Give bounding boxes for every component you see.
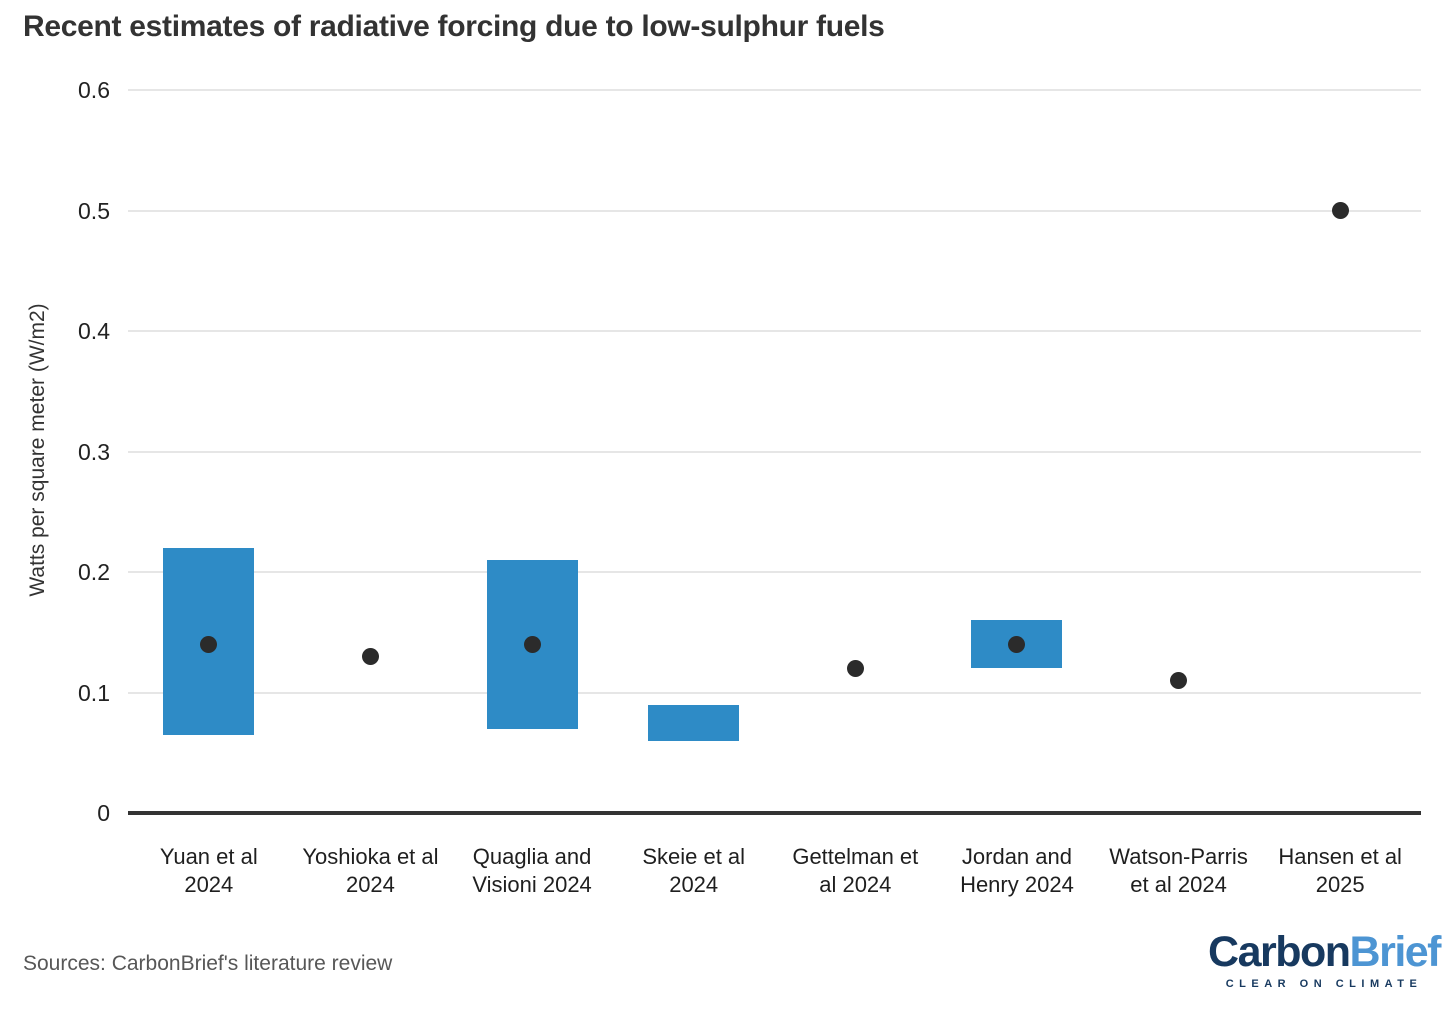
central-estimate-dot — [200, 635, 218, 653]
y-tick-label: 0.2 — [78, 559, 110, 585]
x-category-label: Watson-Parris et al 2024 — [1098, 843, 1260, 899]
range-bar — [648, 704, 740, 741]
y-tick-label: 0.6 — [78, 77, 110, 103]
x-category-label: Hansen et al 2025 — [1259, 843, 1421, 899]
y-tick-label: 0.3 — [78, 438, 110, 465]
carbonbrief-wordmark: CarbonBrief — [1208, 928, 1442, 976]
x-category-label-line: Yoshioka et al — [302, 844, 439, 869]
central-estimate-dot — [846, 659, 864, 677]
logo-tagline: CLEAR ON CLIMATE — [1225, 978, 1423, 990]
source-note: Sources: CarbonBrief's literature review — [23, 952, 393, 975]
central-estimate-dot — [1170, 671, 1188, 689]
x-category-label: Gettelman et al 2024 — [775, 843, 937, 899]
x-category-label-line: 2025 — [1315, 872, 1365, 897]
y-gridline — [128, 89, 1421, 91]
carbonbrief-logo: CarbonBrief CLEAR ON CLIMATE — [1208, 928, 1442, 990]
y-tick-label: 0 — [97, 800, 110, 826]
y-gridline — [128, 209, 1421, 212]
x-category-label: Yoshioka et al 2024 — [290, 843, 452, 899]
x-category-label-line: Yuan et al — [159, 844, 258, 869]
chart-title: Recent estimates of radiative forcing du… — [23, 10, 885, 43]
x-category-label-line: 2024 — [669, 872, 719, 897]
x-category-label-line: Jordan and — [961, 844, 1072, 869]
x-category-label: Quaglia and Visioni 2024 — [451, 843, 613, 899]
central-estimate-dot — [1008, 635, 1026, 653]
x-category-label-line: Quaglia and — [472, 844, 592, 869]
y-tick-label: 0.5 — [78, 197, 110, 224]
x-category-label-line: 2024 — [184, 872, 234, 897]
x-category-label-line: al 2024 — [819, 872, 892, 897]
x-category-label-line: et al 2024 — [1130, 872, 1227, 897]
x-category-label-line: 2024 — [345, 872, 395, 897]
logo-brief-text: Brief — [1349, 928, 1442, 976]
logo-carbon-text: Carbon — [1208, 928, 1351, 976]
x-category-label: Jordan and Henry 2024 — [936, 843, 1098, 899]
y-gridline — [128, 691, 1421, 694]
y-tick-label: 0.1 — [78, 679, 110, 706]
x-category-label-line: Watson-Parris — [1109, 844, 1248, 869]
central-estimate-dot — [523, 635, 541, 653]
y-gridline — [128, 571, 1421, 573]
x-axis-line — [128, 811, 1421, 815]
x-category-label: Skeie et al 2024 — [613, 843, 775, 899]
x-category-label-line: Hansen et al — [1278, 844, 1402, 869]
y-tick-label: 0.4 — [78, 318, 110, 344]
y-gridline — [128, 330, 1421, 332]
y-gridline — [128, 450, 1421, 453]
central-estimate-dot — [1331, 202, 1349, 219]
x-category-label: Yuan et al 2024 — [128, 843, 290, 899]
x-category-label-line: Visioni 2024 — [472, 872, 592, 897]
x-category-label-line: Gettelman et — [792, 844, 919, 869]
x-category-label-line: Skeie et al — [642, 844, 746, 869]
central-estimate-dot — [361, 647, 379, 665]
x-category-label-line: Henry 2024 — [960, 872, 1074, 897]
